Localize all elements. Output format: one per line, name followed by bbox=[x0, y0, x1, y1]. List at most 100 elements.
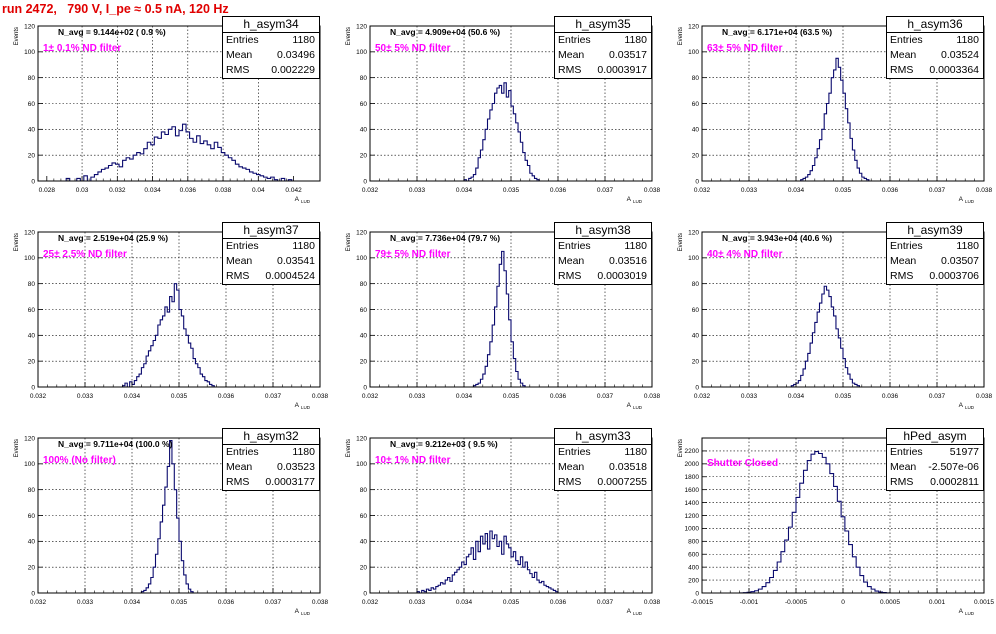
y-axis-label: Events bbox=[346, 27, 352, 45]
x-tick-label: -0.0015 bbox=[691, 599, 713, 606]
x-tick-label: 0.036 bbox=[180, 187, 197, 194]
y-tick-label: 1200 bbox=[685, 513, 700, 520]
y-axis-label: Events bbox=[14, 233, 20, 251]
x-tick-label: 0.0005 bbox=[880, 599, 900, 606]
histogram-svg: -0.0015 -0.001 -0.0005 0 0.0005 0.001 0.0015 0 2… bbox=[678, 437, 994, 616]
y-tick-label: 40 bbox=[28, 127, 36, 134]
y-tick-label: 80 bbox=[28, 281, 36, 288]
stats-value-mean: 0.03516 bbox=[609, 255, 647, 267]
y-tick-label: 80 bbox=[360, 75, 368, 82]
x-tick-label: 0.033 bbox=[409, 393, 426, 400]
x-tick-label: -0.001 bbox=[740, 599, 759, 606]
stats-row-entries: Entries 1180 bbox=[223, 239, 319, 254]
run-title: run 2472, 790 V, I_pe ≈ 0.5 nA, 120 Hz bbox=[2, 2, 229, 16]
x-tick-label: 0.035 bbox=[171, 393, 188, 400]
filter-label: 50± 5% ND filter bbox=[375, 43, 451, 54]
x-tick-label: 0.0015 bbox=[974, 599, 994, 606]
n-avg-label: N_avg = 3.943e+04 (40.6 %) bbox=[722, 233, 833, 243]
y-tick-label: 80 bbox=[360, 281, 368, 288]
x-tick-label: 0.035 bbox=[503, 187, 520, 194]
stats-row-rms: RMS 0.0003917 bbox=[555, 63, 651, 78]
histogram-name: h_asym35 bbox=[555, 17, 651, 33]
x-axis-label-subscript: LUD bbox=[633, 199, 643, 204]
stats-value-mean: 0.03517 bbox=[609, 49, 647, 61]
x-tick-label: 0.042 bbox=[285, 187, 302, 194]
y-tick-label: 40 bbox=[360, 127, 368, 134]
x-tick-label: 0.033 bbox=[77, 599, 94, 606]
histogram-panel-h_asym39: 0.032 0.033 0.034 0.035 0.036 0.037 0.038 0 20 40… bbox=[670, 222, 994, 428]
x-tick-label: 0.037 bbox=[597, 599, 614, 606]
filter-label: 1± 0.1% ND filter bbox=[43, 43, 122, 54]
y-tick-label: 40 bbox=[692, 127, 700, 134]
y-tick-label: 800 bbox=[688, 539, 699, 546]
n-avg-label: N_avg = 9.144e+02 ( 0.9 %) bbox=[58, 27, 166, 37]
stats-key-mean: Mean bbox=[558, 461, 585, 473]
x-axis-label-subscript: LUD bbox=[301, 611, 311, 616]
stats-key-mean: Mean bbox=[226, 461, 253, 473]
x-tick-label: 0.037 bbox=[929, 187, 946, 194]
x-axis-label: A LUD bbox=[959, 608, 975, 616]
x-axis-label: A LUD bbox=[295, 402, 311, 410]
stats-value-entries: 1180 bbox=[624, 34, 647, 46]
stats-key-mean: Mean bbox=[226, 49, 253, 61]
x-tick-label: 0.037 bbox=[929, 393, 946, 400]
stats-value-entries: 1180 bbox=[956, 240, 979, 252]
x-tick-label: 0.033 bbox=[741, 393, 758, 400]
y-tick-label: 120 bbox=[24, 23, 35, 30]
histogram-bars bbox=[463, 82, 542, 182]
stats-key-rms: RMS bbox=[558, 476, 582, 488]
x-tick-label: 0.034 bbox=[124, 599, 141, 606]
stats-value-entries: 1180 bbox=[292, 34, 315, 46]
histogram-name: h_asym39 bbox=[887, 223, 983, 239]
y-axis-label: Events bbox=[678, 27, 684, 45]
n-avg-label: N_avg = 7.736e+04 (79.7 %) bbox=[390, 233, 501, 243]
x-tick-label: 0.035 bbox=[503, 599, 520, 606]
y-tick-label: 0 bbox=[695, 590, 699, 597]
stats-key-mean: Mean bbox=[890, 461, 917, 473]
x-axis-label: A LUD bbox=[627, 608, 643, 616]
histogram-name: hPed_asym bbox=[887, 429, 983, 445]
x-tick-label: 0.033 bbox=[77, 393, 94, 400]
stats-row-entries: Entries 1180 bbox=[223, 445, 319, 460]
stats-row-mean: Mean 0.03516 bbox=[555, 254, 651, 269]
y-axis-label: Events bbox=[678, 439, 684, 457]
stats-key-mean: Mean bbox=[890, 49, 917, 61]
histogram-svg: 0.032 0.033 0.034 0.035 0.036 0.037 0.038 0 20 40… bbox=[678, 23, 993, 204]
x-tick-label: 0.032 bbox=[362, 393, 379, 400]
y-tick-label: 0 bbox=[363, 178, 367, 185]
stats-row-mean: Mean 0.03507 bbox=[887, 254, 983, 269]
stats-value-rms: 0.0003917 bbox=[597, 64, 647, 76]
histogram-panel-h_asym35: 0.032 0.033 0.034 0.035 0.036 0.037 0.038 0 20 40… bbox=[338, 16, 662, 222]
stats-key-mean: Mean bbox=[558, 255, 585, 267]
histogram-name: h_asym37 bbox=[223, 223, 319, 239]
x-tick-label: 0.035 bbox=[503, 393, 520, 400]
y-tick-label: 100 bbox=[24, 461, 35, 468]
stats-value-rms: 0.0003706 bbox=[929, 270, 979, 282]
stats-key-rms: RMS bbox=[558, 64, 582, 76]
x-axis-label: A LUD bbox=[295, 608, 311, 616]
y-tick-label: 20 bbox=[28, 358, 36, 365]
y-axis-label: Events bbox=[678, 233, 684, 251]
stats-value-entries: 1180 bbox=[624, 240, 647, 252]
histogram-bars bbox=[55, 123, 303, 182]
stats-row-entries: Entries 1180 bbox=[555, 33, 651, 48]
x-tick-label: 0 bbox=[841, 599, 845, 606]
stats-value-entries: 51977 bbox=[949, 446, 979, 458]
y-tick-label: 60 bbox=[28, 101, 36, 108]
stats-key-mean: Mean bbox=[226, 255, 253, 267]
y-tick-label: 120 bbox=[688, 23, 699, 30]
x-tick-label: 0.04 bbox=[252, 187, 265, 194]
x-tick-label: 0.033 bbox=[409, 599, 426, 606]
stats-key-rms: RMS bbox=[226, 476, 250, 488]
y-tick-label: 0 bbox=[363, 590, 367, 597]
y-tick-label: 60 bbox=[692, 307, 700, 314]
x-tick-label: 0.032 bbox=[30, 599, 47, 606]
y-tick-label: 0 bbox=[363, 384, 367, 391]
histogram-bars bbox=[140, 440, 196, 594]
y-tick-label: 0 bbox=[31, 384, 35, 391]
y-tick-label: 100 bbox=[356, 49, 367, 56]
stats-row-rms: RMS 0.0003177 bbox=[223, 475, 319, 490]
x-axis-label-subscript: LUD bbox=[301, 199, 311, 204]
stats-box: hPed_asym Entries 51977 Mean -2.507e-06 RMS 0.… bbox=[886, 428, 984, 491]
stats-key-entries: Entries bbox=[226, 446, 259, 458]
